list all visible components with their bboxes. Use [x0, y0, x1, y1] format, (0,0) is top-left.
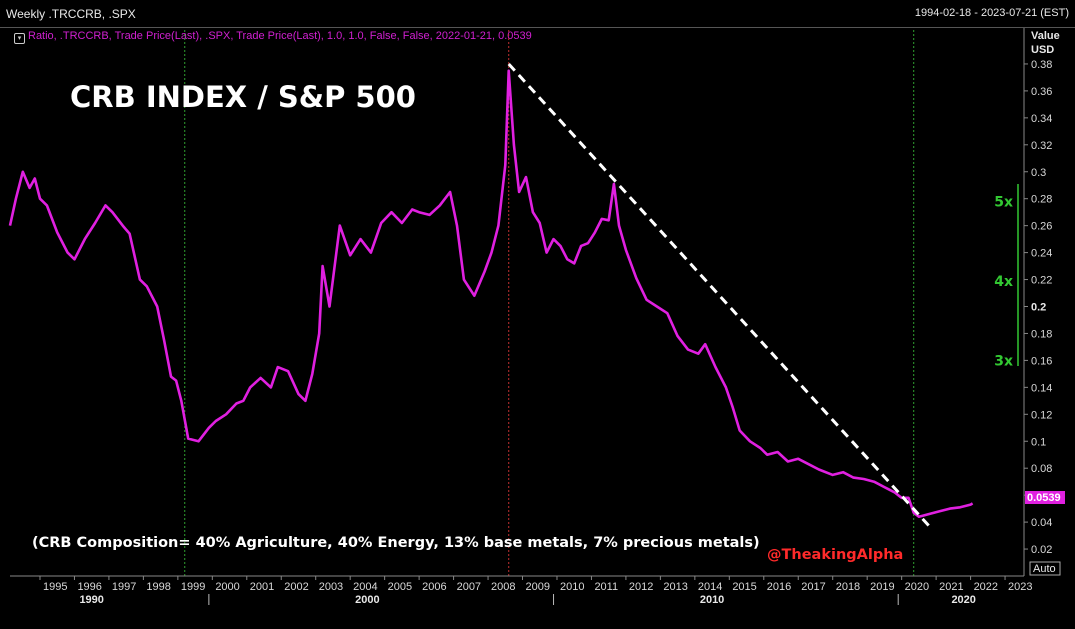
x-tick-label: 2014 — [698, 581, 722, 593]
auto-scale-label: Auto — [1033, 563, 1056, 575]
y-tick-label: 0.2 — [1031, 302, 1046, 314]
last-value-label: 0.0539 — [1027, 492, 1061, 504]
x-tick-label: 2007 — [457, 581, 481, 593]
decade-label: 2020 — [951, 594, 975, 606]
chart-title: CRB INDEX / S&P 500 — [70, 80, 416, 114]
y-tick-label: 0.22 — [1031, 275, 1052, 287]
y-tick-label: 0.18 — [1031, 328, 1052, 340]
auto-scale-button[interactable] — [1029, 561, 1061, 576]
author-handle: @TheakingAlpha — [767, 547, 903, 563]
x-tick-label: 2002 — [284, 581, 308, 593]
y-tick-label: 0.34 — [1031, 113, 1052, 125]
x-tick-label: 2001 — [250, 581, 274, 593]
downtrend-line[interactable] — [507, 62, 931, 528]
x-tick-label: 2005 — [388, 581, 412, 593]
decade-label: 2010 — [700, 594, 724, 606]
y-tick-label: 0.24 — [1031, 248, 1052, 260]
decade-label: 1990 — [79, 594, 103, 606]
x-tick-label: 2000 — [215, 581, 239, 593]
y-axis-title: Value — [1031, 30, 1060, 42]
x-tick-label: 2012 — [629, 581, 653, 593]
x-tick-label: 1995 — [43, 581, 67, 593]
x-tick-label: 2013 — [663, 581, 687, 593]
y-tick-label: 0.16 — [1031, 355, 1052, 367]
x-tick-label: 2022 — [974, 581, 998, 593]
window-titlebar: Weekly .TRCCRB, .SPX 1994-02-18 - 2023-0… — [0, 0, 1075, 28]
window-title: Weekly .TRCCRB, .SPX — [6, 7, 136, 21]
x-tick-label: 2006 — [422, 581, 446, 593]
y-tick-label: 0.36 — [1031, 86, 1052, 98]
y-tick-label: 0.04 — [1031, 517, 1052, 529]
last-value-tag — [1025, 491, 1065, 504]
x-tick-label: 2015 — [732, 581, 756, 593]
decade-label: 2000 — [355, 594, 379, 606]
composition-note: (CRB Composition= 40% Agriculture, 40% E… — [32, 535, 760, 551]
multiple-label: 3x — [994, 353, 1013, 369]
series-legend[interactable]: ▾ Ratio, .TRCCRB, Trade Price(Last), .SPX… — [14, 30, 532, 44]
x-tick-label: 2004 — [353, 581, 377, 593]
legend-toggle-icon[interactable]: ▾ — [14, 33, 25, 44]
y-axis-unit: USD — [1031, 44, 1054, 56]
multiple-label: 4x — [994, 274, 1013, 290]
y-tick-label: 0.3 — [1031, 167, 1046, 179]
x-tick-label: 2003 — [319, 581, 343, 593]
ratio-series-line[interactable] — [8, 69, 974, 519]
x-tick-label: 2020 — [905, 581, 929, 593]
x-tick-label: 2018 — [836, 581, 860, 593]
y-tick-label: 0.26 — [1031, 221, 1052, 233]
y-tick-label: 0.28 — [1031, 194, 1052, 206]
legend-text: Ratio, .TRCCRB, Trade Price(Last), .SPX,… — [28, 30, 532, 42]
y-tick-label: 0.32 — [1031, 140, 1052, 152]
y-tick-label: 0.38 — [1031, 59, 1052, 71]
y-tick-label: 0.12 — [1031, 409, 1052, 421]
y-tick-label: 0.02 — [1031, 544, 1052, 556]
x-tick-label: 2021 — [939, 581, 963, 593]
x-tick-label: 2009 — [526, 581, 550, 593]
x-tick-label: 2017 — [801, 581, 825, 593]
x-tick-label: 1996 — [77, 581, 101, 593]
y-tick-label: 0.14 — [1031, 382, 1052, 394]
multiple-label: 5x — [994, 194, 1013, 210]
x-tick-label: 2011 — [594, 581, 618, 593]
x-tick-label: 2023 — [1008, 581, 1032, 593]
x-tick-label: 1999 — [181, 581, 205, 593]
y-tick-label: 0.08 — [1031, 463, 1052, 475]
x-tick-label: 2008 — [491, 581, 515, 593]
x-tick-label: 2016 — [767, 581, 791, 593]
date-range[interactable]: 1994-02-18 - 2023-07-21 (EST) — [914, 7, 1069, 19]
x-tick-label: 2019 — [870, 581, 894, 593]
y-tick-label: 0.1 — [1031, 436, 1046, 448]
x-tick-label: 2010 — [560, 581, 584, 593]
x-tick-label: 1998 — [146, 581, 170, 593]
x-tick-label: 1997 — [112, 581, 136, 593]
